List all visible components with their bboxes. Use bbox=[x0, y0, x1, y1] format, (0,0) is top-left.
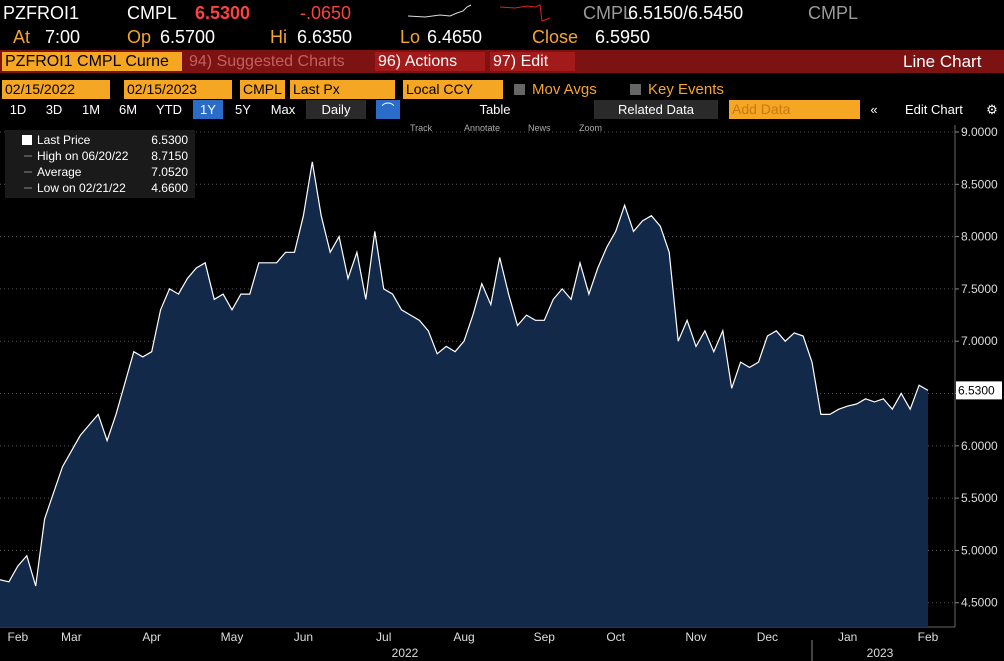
line-icon[interactable]: ⌒ bbox=[376, 100, 400, 119]
bid-ask: 6.5150/6.5450 bbox=[628, 3, 744, 23]
start-date[interactable]: 02/15/2022 bbox=[2, 80, 110, 99]
frequency-menu[interactable]: Daily bbox=[306, 100, 366, 119]
legend-value: 7.0520 bbox=[151, 165, 188, 179]
line bbox=[0, 161, 929, 587]
legend-value: 8.7150 bbox=[151, 149, 188, 163]
legend-value: 6.5300 bbox=[151, 133, 188, 147]
checkbox[interactable] bbox=[630, 84, 641, 95]
change: -.0650 bbox=[300, 3, 352, 23]
last-price: 6.5300 bbox=[195, 3, 251, 23]
settings-icon[interactable]: ⚙ bbox=[986, 102, 998, 117]
at-value: 7:00 bbox=[45, 27, 81, 47]
x-tick-label: Mar bbox=[61, 630, 82, 644]
legend-name: Average bbox=[37, 165, 82, 179]
source-input[interactable]: CMPL bbox=[240, 80, 285, 99]
x-tick-label: Feb bbox=[8, 630, 29, 644]
field-input[interactable]: Last Px bbox=[290, 80, 395, 99]
view-title: Line Chart bbox=[903, 52, 982, 71]
legend-swatch bbox=[22, 135, 32, 145]
year-label: 2023 bbox=[867, 646, 894, 660]
table-button[interactable]: Table bbox=[479, 102, 511, 117]
x-tick-label: Jan bbox=[838, 630, 857, 644]
y-tick-label: 4.5000 bbox=[961, 596, 998, 610]
period-button[interactable]: Max bbox=[270, 102, 296, 117]
x-tick-label: Aug bbox=[453, 630, 474, 644]
sparkline bbox=[407, 4, 472, 18]
y-tick-label: 6.0000 bbox=[961, 439, 998, 453]
x-tick-label: Sep bbox=[534, 630, 556, 644]
collapse-button[interactable]: « bbox=[870, 102, 878, 117]
tool[interactable]: News bbox=[528, 123, 551, 133]
lo-label: Lo bbox=[400, 27, 421, 47]
period-button[interactable]: 1Y bbox=[193, 100, 223, 119]
period-button[interactable]: 6M bbox=[118, 102, 138, 117]
period-button[interactable]: 1D bbox=[9, 102, 27, 117]
y-tick-label: 5.0000 bbox=[961, 543, 998, 557]
op-value: 6.5700 bbox=[160, 27, 216, 47]
edit-menu[interactable]: 97) Edit bbox=[490, 52, 575, 71]
lo-value: 6.4650 bbox=[427, 27, 483, 47]
checkbox[interactable] bbox=[514, 84, 525, 95]
suggested-charts[interactable]: 94) Suggested Charts bbox=[189, 53, 345, 70]
add-data-input[interactable]: Add Data bbox=[729, 100, 860, 119]
related-data[interactable]: Related Data bbox=[594, 100, 718, 119]
x-tick-label: Dec bbox=[757, 630, 778, 644]
sparklines bbox=[407, 4, 551, 22]
op-label: Op bbox=[127, 27, 152, 47]
ticker: PZFROI1 bbox=[3, 3, 80, 23]
y-tick-label: 8.5000 bbox=[961, 177, 998, 191]
at-label: At bbox=[13, 27, 31, 47]
x-tick-label: Oct bbox=[606, 630, 625, 644]
year-label: 2022 bbox=[392, 646, 419, 660]
x-tick-label: May bbox=[221, 630, 244, 644]
security-input[interactable]: PZFROI1 CMPL Curne bbox=[2, 52, 182, 71]
period-button[interactable]: 1M bbox=[81, 102, 101, 117]
x-tick-label: Apr bbox=[142, 630, 161, 644]
mov-avgs[interactable]: Mov Avgs bbox=[532, 81, 597, 98]
edit-chart[interactable]: Edit Chart bbox=[905, 102, 963, 117]
y-tick-label: 7.0000 bbox=[961, 334, 998, 348]
tool[interactable]: Track bbox=[410, 123, 433, 133]
y-tick-label: 7.5000 bbox=[961, 282, 998, 296]
currency-input[interactable]: Local CCY bbox=[403, 80, 503, 99]
close-label: Close bbox=[532, 27, 579, 47]
period-button[interactable]: YTD bbox=[156, 102, 182, 117]
key-events[interactable]: Key Events bbox=[648, 81, 724, 98]
legend-box bbox=[5, 130, 195, 198]
last-value-box bbox=[956, 381, 1002, 400]
bid-source: CMPL bbox=[583, 3, 634, 23]
hi-label: Hi bbox=[270, 27, 287, 47]
y-tick-label: 5.5000 bbox=[961, 491, 998, 505]
tool[interactable]: Annotate bbox=[464, 123, 501, 133]
area bbox=[0, 161, 928, 628]
legend-name: High on 06/20/22 bbox=[37, 149, 129, 163]
last-value-label: 6.5300 bbox=[958, 383, 995, 397]
legend-value: 4.6600 bbox=[151, 181, 188, 195]
period-button[interactable]: 5Y bbox=[235, 102, 251, 117]
hi-value: 6.6350 bbox=[297, 27, 353, 47]
ask-source: CMPL bbox=[808, 3, 859, 23]
x-tick-label: Nov bbox=[685, 630, 706, 644]
legend-name: Last Price bbox=[37, 133, 91, 147]
close-value: 6.5950 bbox=[595, 27, 651, 47]
legend-name: Low on 02/21/22 bbox=[37, 181, 126, 195]
period-button[interactable]: 3D bbox=[45, 102, 63, 117]
end-date[interactable]: 02/15/2023 bbox=[124, 80, 232, 99]
y-tick-label: 8.0000 bbox=[961, 230, 998, 244]
sparkline bbox=[499, 4, 551, 22]
source: CMPL bbox=[127, 3, 178, 23]
x-tick-label: Feb bbox=[918, 630, 939, 644]
tool[interactable]: Zoom bbox=[579, 123, 603, 133]
y-tick-label: 9.0000 bbox=[961, 125, 998, 139]
x-tick-label: Jul bbox=[376, 630, 391, 644]
actions-menu[interactable]: 96) Actions bbox=[375, 52, 485, 71]
x-tick-label: Jun bbox=[294, 630, 313, 644]
